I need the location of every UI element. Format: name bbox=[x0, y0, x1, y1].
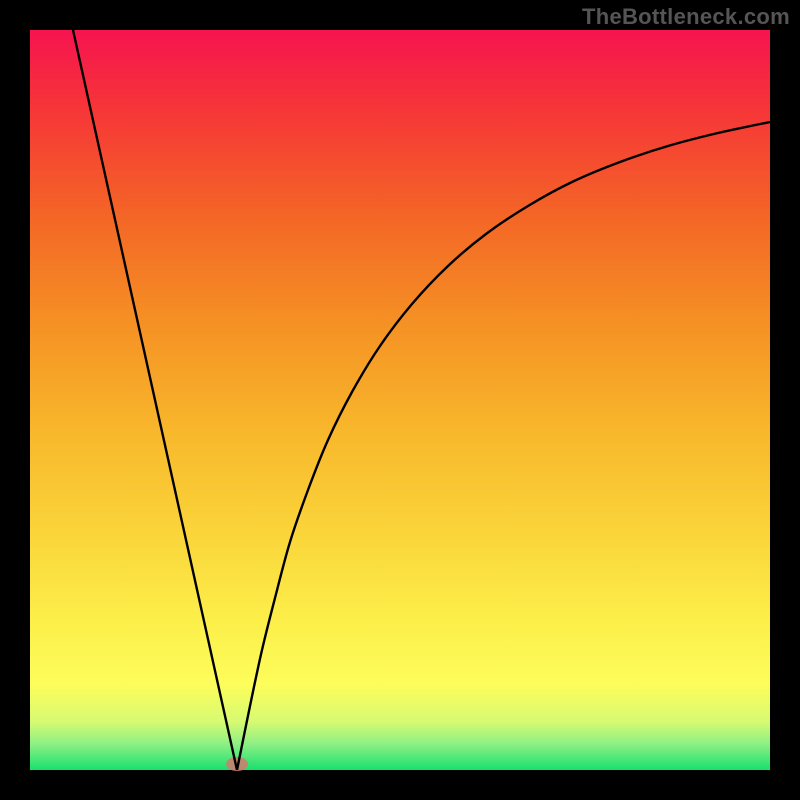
chart-container: TheBottleneck.com bbox=[0, 0, 800, 800]
chart-gradient-area bbox=[30, 30, 770, 770]
bottleneck-chart bbox=[0, 0, 800, 800]
watermark-text: TheBottleneck.com bbox=[582, 4, 790, 30]
